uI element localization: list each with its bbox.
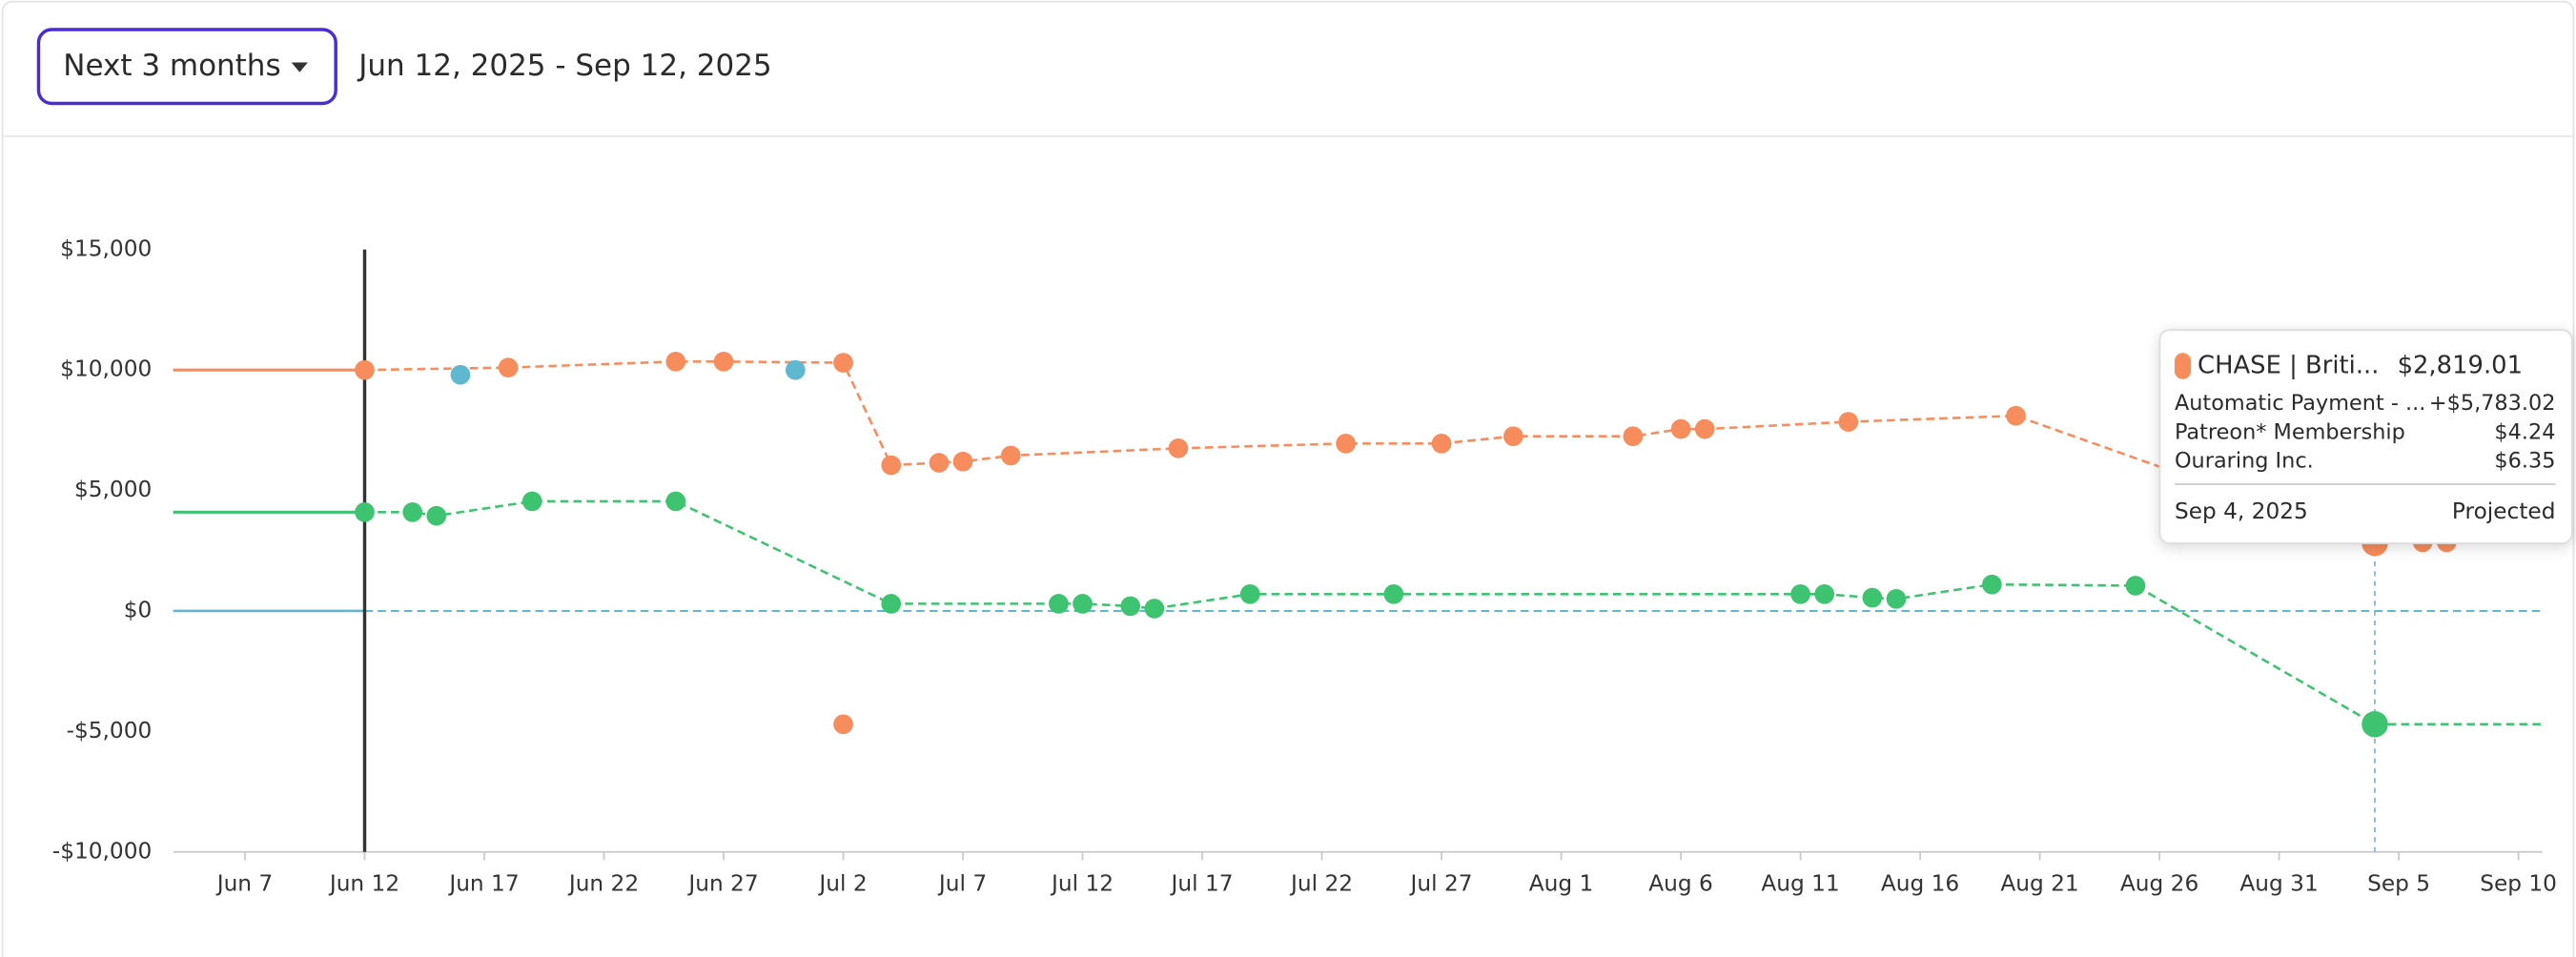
tooltip-item-amount: $6.35 — [2494, 448, 2555, 473]
x-tick-label: Jun 22 — [567, 871, 639, 897]
dropdown-box[interactable] — [36, 28, 337, 106]
data-point — [1814, 583, 1834, 604]
x-tick-label: Jun 17 — [447, 871, 519, 897]
y-tick-label: -$10,000 — [52, 838, 152, 864]
tooltip-item-amount: +$5,783.02 — [2429, 391, 2556, 416]
data-point — [929, 453, 950, 473]
data-point — [1049, 594, 1069, 614]
data-point — [713, 351, 734, 372]
data-point — [2361, 711, 2388, 738]
data-point — [450, 364, 471, 385]
data-point — [1886, 589, 1907, 609]
x-tick-label: Jun 12 — [328, 871, 399, 897]
data-point — [1790, 583, 1810, 604]
data-point — [785, 359, 806, 380]
tooltip-item-label: Automatic Payment - ... — [2175, 391, 2425, 416]
data-point — [355, 359, 375, 380]
tooltip-item-label: Ouraring Inc. — [2175, 448, 2314, 473]
data-point — [1838, 412, 1859, 432]
data-point — [521, 491, 542, 512]
x-tick-label: Aug 11 — [1761, 871, 1839, 897]
tooltip-account: CHASE | Briti... — [2198, 352, 2379, 380]
y-tick-label: $10,000 — [60, 356, 152, 382]
data-point — [833, 714, 853, 735]
dropdown-label[interactable]: Next 3 months — [63, 49, 280, 83]
x-tick-label: Jun 27 — [686, 871, 758, 897]
x-tick-label: Jul 17 — [1170, 871, 1234, 897]
data-point — [1503, 426, 1523, 447]
x-tick-label: Sep 10 — [2480, 871, 2557, 897]
data-point — [426, 505, 447, 526]
tooltip-swatch — [2174, 353, 2192, 379]
x-tick-label: Aug 21 — [2000, 871, 2078, 897]
y-tick-label: -$5,000 — [67, 718, 153, 743]
tooltip-item-amount: $4.24 — [2494, 419, 2555, 444]
x-tick-label: Jul 12 — [1050, 871, 1114, 897]
x-tick-label: Jun 7 — [215, 871, 273, 897]
data-point — [498, 357, 519, 377]
data-point — [1862, 587, 1883, 608]
x-tick-label: Sep 5 — [2367, 871, 2430, 897]
data-point — [1982, 574, 2002, 595]
tooltip-date: Sep 4, 2025 — [2175, 499, 2308, 524]
data-point — [881, 594, 902, 614]
x-tick-label: Aug 31 — [2239, 871, 2318, 897]
data-point — [881, 455, 902, 476]
data-point — [1336, 433, 1356, 454]
data-point — [2125, 576, 2146, 596]
x-tick-label: Aug 1 — [1529, 871, 1594, 897]
x-tick-label: Jul 2 — [817, 871, 867, 897]
x-tick-label: Jul 7 — [937, 871, 987, 897]
data-point — [1073, 594, 1093, 614]
y-tick-label: $15,000 — [60, 235, 152, 261]
y-tick-label: $0 — [124, 597, 153, 622]
tooltip-item-label: Patreon* Membership — [2175, 419, 2405, 444]
x-tick-label: Jul 22 — [1289, 871, 1353, 897]
range-dropdown[interactable]: Next 3 months — [36, 28, 337, 106]
data-point — [1431, 433, 1452, 454]
tooltip-box — [2158, 329, 2573, 544]
data-point — [1000, 445, 1021, 466]
data-point — [1623, 426, 1644, 447]
tooltip-amount: $2,819.01 — [2398, 352, 2523, 380]
dropdown-caret[interactable] — [291, 62, 308, 72]
x-tick-label: Aug 16 — [1881, 871, 1959, 897]
tooltip-status: Projected — [2452, 499, 2556, 524]
data-point — [833, 353, 853, 373]
x-tick-label: Aug 6 — [1648, 871, 1713, 897]
x-tick-label: Jul 27 — [1409, 871, 1473, 897]
projection-line — [364, 360, 2447, 545]
tooltip: CHASE | Briti... $2,819.01 Automatic Payme… — [2158, 329, 2573, 544]
data-point — [665, 491, 686, 512]
data-point — [1239, 583, 1260, 604]
data-point — [1670, 418, 1691, 439]
y-tick-label: $5,000 — [74, 477, 152, 502]
data-point — [1120, 596, 1141, 617]
data-point — [1168, 438, 1189, 458]
data-point — [1383, 583, 1404, 604]
data-point — [665, 351, 686, 372]
date-range: Jun 12, 2025 - Sep 12, 2025 — [357, 49, 771, 83]
data-point — [952, 451, 973, 472]
x-tick-label: Aug 26 — [2120, 871, 2198, 897]
data-point — [402, 501, 423, 522]
data-point — [1694, 418, 1715, 439]
data-point — [355, 501, 375, 522]
data-point — [1144, 599, 1165, 619]
data-point — [2006, 405, 2026, 426]
